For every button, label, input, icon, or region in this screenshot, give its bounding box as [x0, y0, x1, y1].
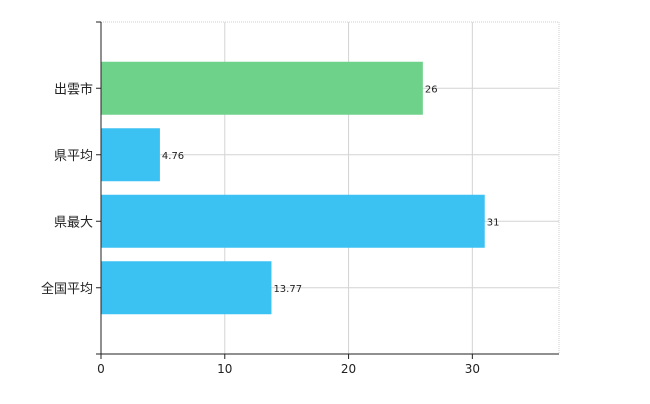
category-label: 出雲市 — [54, 81, 93, 97]
data-label: 4.76 — [162, 151, 184, 162]
data-label: 13.77 — [273, 284, 302, 295]
x-tick-label: 20 — [341, 362, 356, 376]
data-label: 31 — [487, 217, 500, 228]
category-label: 県平均 — [54, 149, 93, 164]
category-label: 全国平均 — [41, 281, 93, 297]
x-tick-label: 0 — [97, 362, 105, 376]
bar — [101, 128, 160, 182]
bar — [101, 261, 272, 315]
x-tick-label: 30 — [465, 362, 480, 376]
x-tick-label: 10 — [217, 362, 232, 376]
bar — [101, 194, 485, 248]
bar — [101, 61, 423, 115]
data-label: 26 — [425, 84, 438, 95]
category-label: 県最大 — [54, 215, 93, 230]
